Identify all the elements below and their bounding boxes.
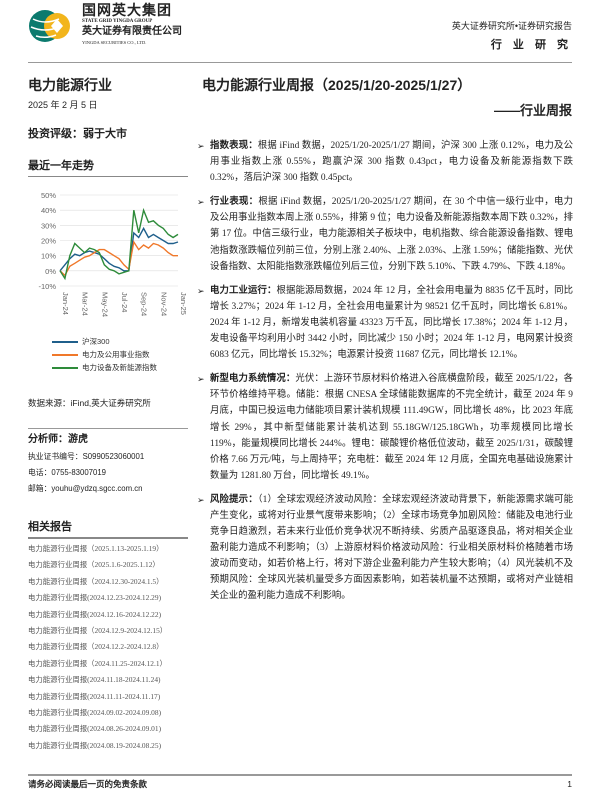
bullet-heading: 行业表现： xyxy=(210,197,259,208)
x-tick-label: Mar-24 xyxy=(81,292,90,316)
brand-name: 国网英大集团 xyxy=(82,2,172,18)
summary-bullet: ➢ 风险提示：（1）全球宏观经济波动风险：全球宏观经济波动背景下，新能源需求端可能… xyxy=(197,492,573,605)
series-line-2 xyxy=(59,207,179,281)
x-tick-label: May-24 xyxy=(100,292,109,317)
x-tick-label: Jan-24 xyxy=(61,292,70,315)
x-tick-label: Jan-25 xyxy=(179,292,188,315)
industry-name: 电力能源行业 xyxy=(28,77,112,93)
company-name-en: YINGDA SECURITIES CO., LTD. xyxy=(82,40,147,45)
institute-label: 英大证券研究所•证券研究报告 xyxy=(451,21,572,31)
bullet-heading: 风险提示： xyxy=(210,494,258,505)
email: 邮箱：youhu@ydzq.sgcc.com.cn xyxy=(28,484,143,493)
company-logo xyxy=(29,10,70,42)
related-report-link[interactable]: 电力能源行业周报(2024.11.18-2024.11.24) xyxy=(28,675,161,685)
related-report-link[interactable]: 电力能源行业周报（2025.1.13-2025.1.19） xyxy=(28,544,164,553)
investment-rating: 投资评级：弱于大市 xyxy=(28,128,127,140)
y-tick-label: 10% xyxy=(41,252,56,261)
trend-title: 最近一年走势 xyxy=(28,160,94,172)
x-tick-label: Nov-24 xyxy=(159,292,168,316)
related-reports-title: 相关报告 xyxy=(28,521,72,533)
bullet-text: 根据能源局数据，2024 年 12 月，全社会用电量为 8835 亿千瓦时，同比… xyxy=(210,285,573,361)
bullet-arrow-icon: ➢ xyxy=(197,141,205,151)
bullet-text: 根据 iFind 数据，2025/1/20-2025/1/27 期间，沪深 30… xyxy=(210,141,573,184)
summary-bullet: ➢ 新型电力系统情况：光伏：上游环节原材料价格进入谷底横盘阶段，截至 2025/1… xyxy=(197,371,573,484)
legend-item: 电力及公用事业指数 xyxy=(52,350,150,360)
y-tick-label: 30% xyxy=(41,221,56,230)
y-tick-label: 50% xyxy=(41,191,56,200)
analyst-divider xyxy=(28,428,188,429)
series-line-0 xyxy=(59,226,179,272)
summary-bullet: ➢ 指数表现：根据 iFind 数据，2025/1/20-2025/1/27 期间… xyxy=(197,138,573,186)
bullet-arrow-icon: ➢ xyxy=(197,197,205,208)
legend-item: 沪深300 xyxy=(52,337,110,347)
bullet-text: 根据 iFind 数据，2025/1/20-2025/1/27 期间，在 30 … xyxy=(210,197,573,272)
page-subtitle: ——行业周报 xyxy=(493,103,572,118)
analyst-name: 分析师：游虎 xyxy=(28,434,88,445)
bullet-arrow-icon: ➢ xyxy=(197,285,205,296)
bullet-heading: 指数表现： xyxy=(210,141,258,151)
related-report-link[interactable]: 电力能源行业周报(2024.08.19-2024.08.25) xyxy=(28,740,162,750)
related-report-link[interactable]: 电力能源行业周报（2025.1.6-2025.1.12） xyxy=(28,560,160,570)
y-tick-label: 20% xyxy=(41,237,56,246)
bullet-heading: 电力工业运行： xyxy=(210,285,277,296)
related-report-link[interactable]: 电力能源行业周报（2024.12.30-2024.1.5） xyxy=(28,576,164,586)
related-report-link[interactable]: 电力能源行业周报（2024.12.2-2024.12.8） xyxy=(28,642,164,652)
related-report-link[interactable]: 电力能源行业周报（2024.11.25-2024.12.1） xyxy=(28,658,167,668)
bullet-heading: 新型电力系统情况： xyxy=(210,374,296,385)
disclaimer-note: 请务必阅读最后一页的免责条款 xyxy=(28,779,148,789)
related-divider xyxy=(28,537,188,539)
summary-bullets: ➢ 指数表现：根据 iFind 数据，2025/1/20-2025/1/27 期间… xyxy=(197,138,573,613)
report-date: 2025 年 2 月 5 日 xyxy=(28,100,98,110)
legend-label: 电力及公用事业指数 xyxy=(82,350,150,359)
bullet-arrow-icon: ➢ xyxy=(197,374,205,385)
page-title: 电力能源行业周报（2025/1/20-2025/1/27） xyxy=(202,77,472,93)
trend-divider xyxy=(28,176,188,177)
summary-bullet: ➢ 行业表现：根据 iFind 数据，2025/1/20-2025/1/27 期间… xyxy=(197,194,573,274)
legend-label: 电力设备及新能源指数 xyxy=(82,363,157,372)
data-source: 数据来源：iFind,英大证券研究所 xyxy=(28,398,151,408)
related-report-link[interactable]: 电力能源行业周报(2024.09.02-2024.09.08) xyxy=(28,708,162,717)
x-tick-label: Jul-24 xyxy=(120,292,129,312)
report-category: 行 业 研 究 xyxy=(490,39,572,51)
bullet-text: 光伏：上游环节原材料价格进入谷底横盘阶段，截至 2025/1/22，各环节价格维… xyxy=(210,374,573,481)
related-report-link[interactable]: 电力能源行业周报(2024.12.16-2024.12.22) xyxy=(28,609,162,619)
company-name: 英大证券有限责任公司 xyxy=(82,26,182,37)
series-line-1 xyxy=(59,240,178,277)
legend-label: 沪深300 xyxy=(82,337,110,346)
bullet-arrow-icon: ➢ xyxy=(197,494,205,505)
y-tick-label: 0% xyxy=(45,267,56,276)
related-report-link[interactable]: 电力能源行业周报(2024.08.26-2024.09.01) xyxy=(28,724,162,734)
summary-bullet: ➢ 电力工业运行：根据能源局数据，2024 年 12 月，全社会用电量为 8835… xyxy=(197,283,573,363)
x-tick-label: Sep-24 xyxy=(140,292,149,316)
legend-item: 电力设备及新能源指数 xyxy=(52,363,157,373)
legend-swatch xyxy=(52,367,78,370)
trend-chart: -10% 0% 10% 20% 30% 40% 50% Jan-24 Mar-24 May-24 J… xyxy=(38,191,188,317)
y-tick-label: -10% xyxy=(38,282,56,291)
related-report-link[interactable]: 电力能源行业周报(2024.12.23-2024.12.29) xyxy=(28,593,162,603)
footer-divider xyxy=(28,774,572,776)
y-tick-label: 40% xyxy=(41,206,56,215)
brand-name-en: STATE GRID YINGDA GROUP xyxy=(82,19,153,24)
license-number: 执业证书编号：S0990523060001 xyxy=(28,452,145,461)
legend-swatch xyxy=(52,354,78,357)
legend-swatch xyxy=(52,341,78,344)
related-report-link[interactable]: 电力能源行业周报(2024.11.11-2024.11.17) xyxy=(28,691,161,701)
header-divider xyxy=(28,62,572,63)
bullet-text: （1）全球宏观经济波动风险：全球宏观经济波动背景下，新能源需求端可能产生变化，或… xyxy=(210,494,573,602)
page-number: 1 xyxy=(567,779,572,789)
phone: 电话：0755-83007019 xyxy=(28,468,107,477)
related-report-link[interactable]: 电力能源行业周报（2024.12.9-2024.12.15） xyxy=(28,626,168,635)
